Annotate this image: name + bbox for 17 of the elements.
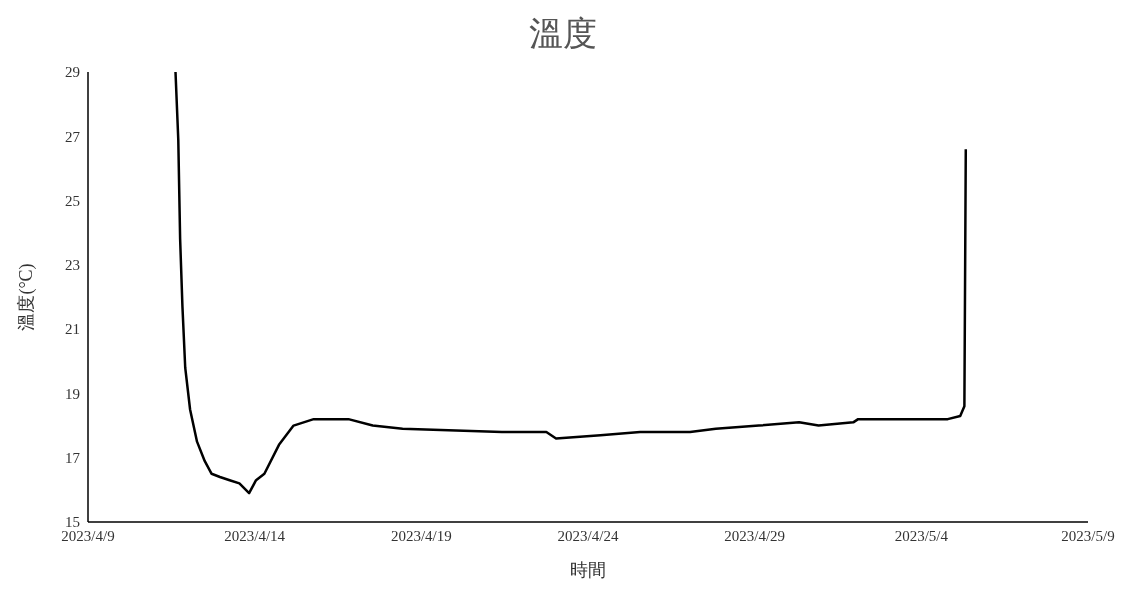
x-tick-label: 2023/5/4 bbox=[894, 527, 949, 544]
x-tick-label: 2023/4/29 bbox=[724, 527, 786, 544]
x-tick-label: 2023/4/24 bbox=[557, 527, 619, 544]
x-axis-title: 時間 bbox=[570, 560, 606, 580]
y-tick-label: 27 bbox=[65, 128, 81, 145]
y-tick-label: 17 bbox=[65, 450, 81, 467]
y-axis-title: 溫度(°C) bbox=[16, 263, 38, 331]
x-tick-label: 2023/5/9 bbox=[1061, 527, 1115, 544]
x-tick-label: 2023/4/19 bbox=[390, 527, 452, 544]
y-tick-label: 23 bbox=[65, 257, 80, 274]
chart-title: 溫度 bbox=[528, 14, 598, 54]
y-tick-label: 19 bbox=[65, 385, 80, 402]
x-tick-label: 2023/4/14 bbox=[224, 527, 286, 544]
y-tick-label: 29 bbox=[65, 64, 80, 81]
y-tick-label: 25 bbox=[65, 192, 80, 209]
line-series bbox=[174, 72, 968, 495]
y-tick-label: 21 bbox=[65, 321, 80, 338]
